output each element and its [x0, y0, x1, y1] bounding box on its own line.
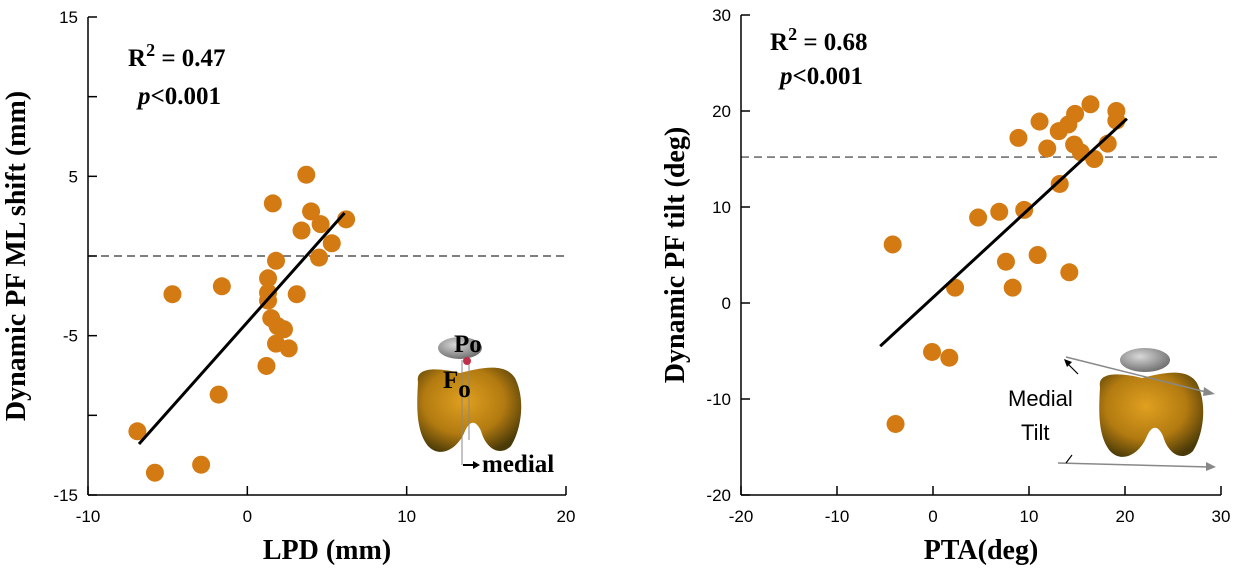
x-tick-label: 10: [397, 507, 416, 526]
point: [267, 334, 286, 353]
point: [1107, 102, 1126, 120]
point: [1081, 95, 1100, 114]
point: [969, 208, 988, 227]
point: [1015, 200, 1034, 219]
femur-label: Fo: [443, 367, 471, 403]
x-tick-label: 30: [1212, 507, 1231, 526]
y-tick-label: 30: [712, 6, 731, 25]
r-value: = 0.47: [155, 45, 226, 72]
point: [259, 283, 278, 302]
y-tick-label: -10: [706, 390, 731, 409]
point: [883, 235, 902, 254]
point: [1038, 139, 1057, 158]
y-tick-label: -15: [53, 486, 78, 505]
point: [1003, 278, 1022, 297]
point: [302, 202, 321, 221]
point: [311, 215, 330, 234]
y-tick-label: 15: [59, 8, 78, 27]
point: [1050, 174, 1069, 193]
knee-diagram: [1057, 348, 1216, 471]
point: [886, 414, 905, 433]
x-tick-label: 10: [1020, 507, 1039, 526]
y-tick-label: -5: [63, 327, 78, 346]
r-symbol: R: [128, 45, 147, 72]
r-exponent: 2: [788, 24, 797, 44]
y-tick-label: 0: [722, 294, 731, 313]
y-tick-label: -20: [706, 486, 731, 505]
r-symbol: R: [770, 29, 789, 56]
point: [128, 422, 147, 441]
knee-diagram: [417, 337, 522, 469]
point: [209, 385, 228, 404]
x-tick-label: 20: [557, 507, 576, 526]
point: [990, 202, 1009, 221]
label-main: F: [443, 367, 458, 394]
p-value: p<0.001: [136, 83, 221, 110]
point: [996, 252, 1015, 271]
x-tick-label: 0: [243, 507, 252, 526]
label-sub: o: [469, 331, 482, 358]
point: [322, 234, 341, 253]
x-axis-title: PTA(deg): [924, 535, 1039, 566]
r-exponent: 2: [146, 40, 155, 60]
x-tick-label: -20: [729, 507, 754, 526]
point: [1030, 112, 1049, 131]
x-tick-label: -10: [76, 507, 101, 526]
point: [297, 165, 316, 184]
x-tick-label: -10: [825, 507, 850, 526]
point: [257, 356, 276, 375]
patella-label: Po: [454, 331, 482, 358]
y-axis-title: Dynamic PF ML shift (mm): [1, 91, 32, 421]
y-tick-label: 5: [69, 167, 78, 186]
fit-line: [879, 117, 1128, 348]
point: [192, 455, 211, 474]
point: [1049, 122, 1068, 141]
x-tick-label: 0: [928, 507, 937, 526]
y-tick-label: 10: [712, 198, 731, 217]
direction-label: medial: [482, 451, 554, 478]
p-symbol: p: [136, 83, 151, 110]
fit-line: [137, 211, 346, 446]
r-value: = 0.68: [797, 29, 868, 56]
p-text: <0.001: [793, 63, 864, 90]
point: [1009, 128, 1028, 147]
p-value: p<0.001: [778, 63, 863, 90]
label-main: P: [454, 331, 469, 358]
y-tick-label: 20: [712, 102, 731, 121]
point: [1065, 135, 1084, 154]
point: [940, 348, 959, 367]
point: [212, 277, 231, 296]
r-squared: R2 = 0.68: [770, 24, 868, 56]
point: [1060, 263, 1079, 282]
point: [287, 285, 306, 304]
point: [267, 251, 286, 270]
point: [163, 285, 182, 304]
point: [263, 194, 282, 213]
point: [259, 269, 278, 288]
y-axis-title: Dynamic PF tilt (deg): [660, 127, 691, 383]
r-squared: R2 = 0.47: [128, 40, 226, 72]
point: [262, 309, 281, 328]
p-symbol: p: [778, 63, 793, 90]
x-tick-label: 20: [1116, 507, 1135, 526]
point: [145, 463, 164, 482]
point: [1028, 246, 1047, 264]
point: [923, 342, 942, 361]
point: [292, 221, 311, 240]
point: [310, 248, 329, 267]
x-axis-title: LPD (mm): [263, 535, 391, 566]
tilt-label: Tilt: [1021, 420, 1050, 445]
medial-label: Medial: [1008, 386, 1073, 411]
label-sub: o: [458, 376, 471, 403]
p-text: <0.001: [151, 83, 222, 110]
